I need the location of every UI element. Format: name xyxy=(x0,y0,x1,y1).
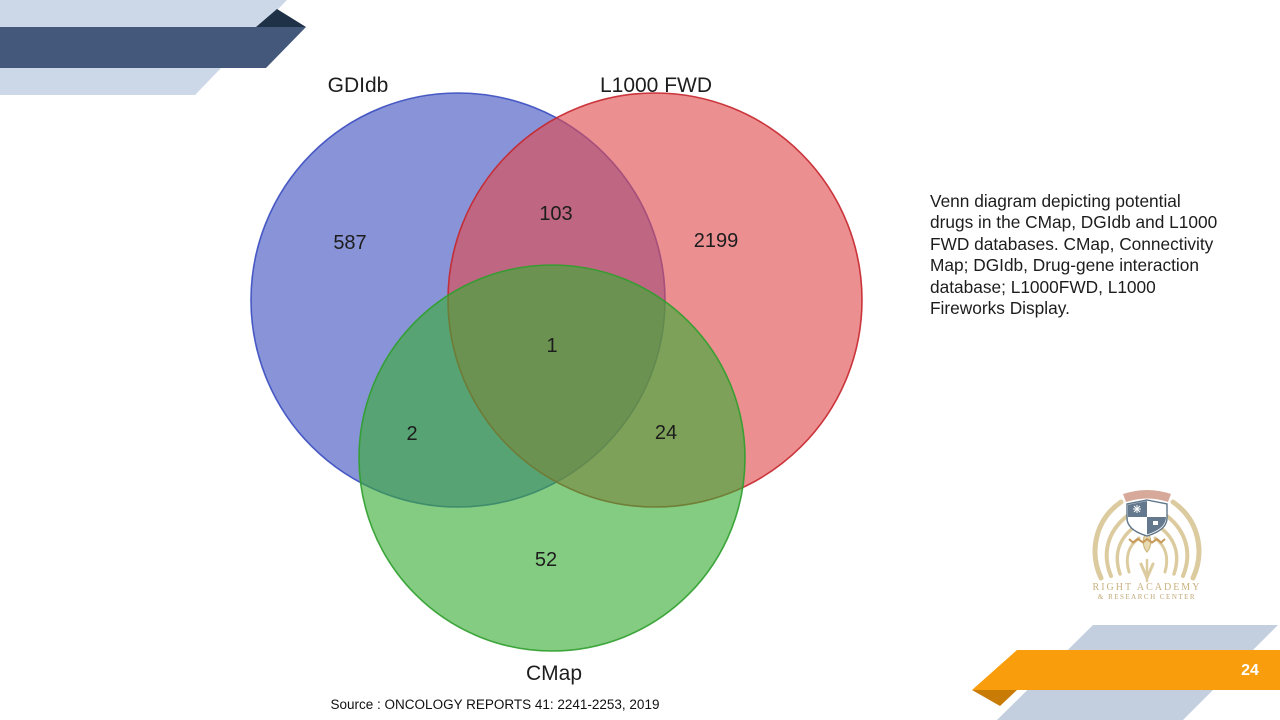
caption-line: Map; DGIdb, Drug-gene interaction xyxy=(930,255,1199,276)
venn-count-cmap-only: 52 xyxy=(535,549,557,571)
eagle-tail xyxy=(1139,558,1155,583)
logo: RIGHT ACADEMY & RESEARCH CENTER xyxy=(1085,486,1209,601)
logo-subtitle: & RESEARCH CENTER xyxy=(1098,593,1196,600)
bottomright-orange-band xyxy=(972,650,1280,690)
venn-set-label-l1000fwd: L1000 FWD xyxy=(600,74,712,97)
logo-laurel xyxy=(1128,537,1166,544)
caption-line: Fireworks Display. xyxy=(930,298,1070,319)
caption-line: FWD databases. CMap, Connectivity xyxy=(930,233,1214,254)
venn-count-all-three: 1 xyxy=(546,335,557,357)
caption-line: Venn diagram depicting potential xyxy=(930,191,1181,211)
figure-caption: Venn diagram depicting potential drugs i… xyxy=(930,191,1240,319)
topleft-fold-triangle xyxy=(256,9,306,27)
eagle-head xyxy=(1142,531,1152,553)
shield-book-icon xyxy=(1153,521,1158,525)
caption-line: database; L1000FWD, L1000 xyxy=(930,276,1156,297)
topleft-navy-band xyxy=(0,27,306,68)
venn-count-l1000fwd-cmap: 24 xyxy=(655,422,677,444)
logo-title: RIGHT ACADEMY xyxy=(1093,582,1202,593)
logo-emblem: RIGHT ACADEMY & RESEARCH CENTER xyxy=(1093,490,1202,601)
page-number: 24 xyxy=(1241,662,1259,679)
venn-count-l1000fwd-only: 2199 xyxy=(694,230,739,252)
logo-ribbon xyxy=(1123,490,1171,502)
source-citation: Source : ONCOLOGY REPORTS 41: 2241-2253,… xyxy=(331,697,660,712)
venn-count-gdidb-cmap: 2 xyxy=(406,423,417,445)
venn-count-gdidb-l1000fwd: 103 xyxy=(539,203,572,225)
venn-set-label-cmap: CMap xyxy=(526,662,582,685)
shield-quarter-bottomright xyxy=(1147,517,1166,535)
caption-line: drugs in the CMap, DGIdb and L1000 xyxy=(930,212,1218,233)
shield-snowflake-icon xyxy=(1133,505,1141,513)
venn-set-label-gdidb: GDIdb xyxy=(328,74,389,97)
venn-circle-cmap xyxy=(358,264,746,652)
venn-count-gdidb-only: 587 xyxy=(333,232,366,254)
bottomright-orange-fold xyxy=(972,690,1017,706)
